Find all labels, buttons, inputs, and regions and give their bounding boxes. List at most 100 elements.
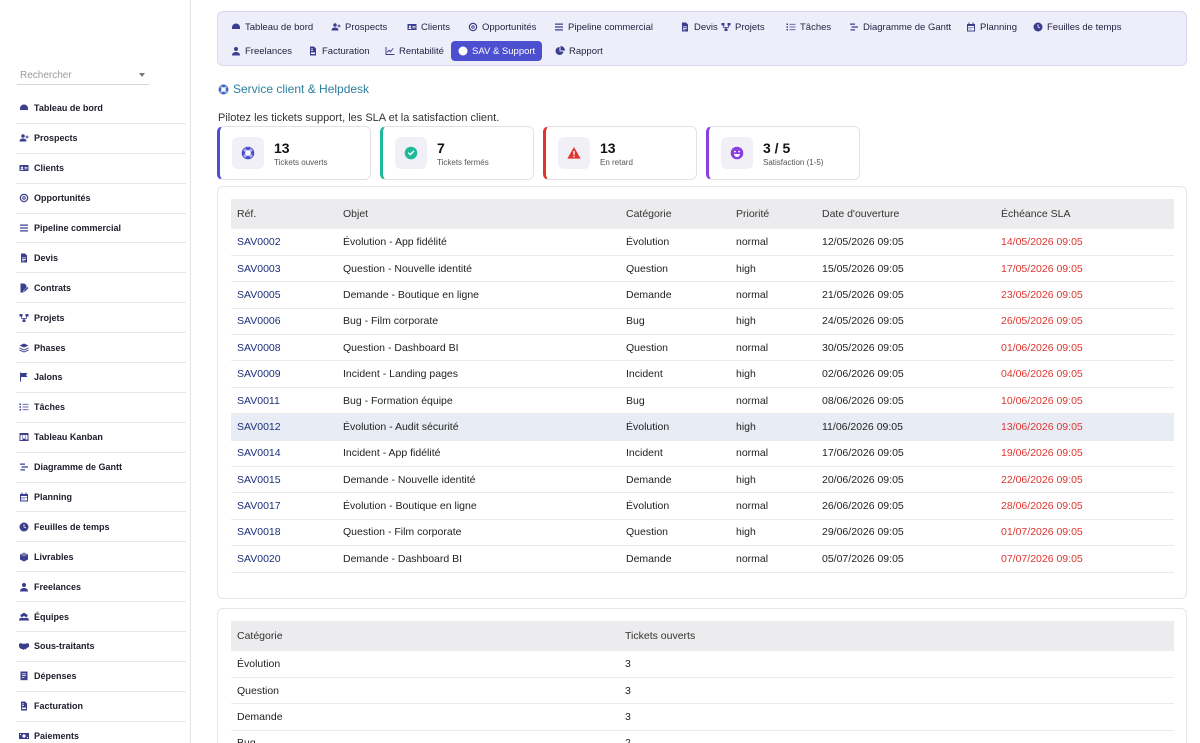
col-echeance-sla[interactable]: Échéance SLA bbox=[995, 199, 1174, 229]
ticket-ref[interactable]: SAV0002 bbox=[231, 229, 337, 256]
table-row[interactable]: SAV0015 Demande - Nouvelle identité Demand… bbox=[231, 466, 1174, 494]
sidebar-item-diagramme-de-gantt[interactable]: Diagramme de Gantt bbox=[16, 453, 186, 483]
sidebar-item-sous-traitants[interactable]: Sous-traitants bbox=[16, 632, 186, 662]
table-row[interactable]: SAV0005 Demande - Boutique en ligne Demand… bbox=[231, 281, 1174, 309]
sidebar-item-jalons[interactable]: Jalons bbox=[16, 363, 186, 393]
ticket-echeance-sla: 22/06/2026 09:05 bbox=[995, 466, 1174, 494]
tab-rentabilite[interactable]: Rentabilité bbox=[378, 41, 451, 61]
table-row[interactable]: SAV0017 Évolution - Boutique en ligne Évol… bbox=[231, 492, 1174, 520]
table-row[interactable]: SAV0011 Bug - Formation équipe Bug normal 08… bbox=[231, 387, 1174, 415]
invoice-icon bbox=[308, 46, 318, 56]
tab-label: Tâches bbox=[800, 21, 832, 33]
tab-label: Devis bbox=[694, 21, 718, 33]
id-card-icon bbox=[407, 22, 417, 32]
sidebar-item-clients[interactable]: Clients bbox=[16, 154, 186, 184]
ticket-priorite: normal bbox=[730, 229, 816, 256]
tab-planning[interactable]: Planning bbox=[959, 17, 1024, 37]
table-row[interactable]: SAV0014 Incident - App fidélité Incident no… bbox=[231, 440, 1174, 468]
ticket-ref[interactable]: SAV0018 bbox=[231, 519, 337, 547]
table-row[interactable]: SAV0002 Évolution - App fidélité Évolution… bbox=[231, 229, 1174, 256]
table-row[interactable]: SAV0008 Question - Dashboard BI Question no… bbox=[231, 334, 1174, 362]
col-objet[interactable]: Objet bbox=[337, 199, 620, 229]
col-ref[interactable]: Réf. bbox=[231, 199, 337, 229]
sidebar-item-projets[interactable]: Projets bbox=[16, 303, 186, 334]
ticket-echeance-sla: 17/05/2026 09:05 bbox=[995, 255, 1174, 283]
table-row[interactable]: SAV0009 Incident - Landing pages Incident h… bbox=[231, 360, 1174, 388]
sidebar-item-depenses[interactable]: Dépenses bbox=[16, 662, 186, 692]
col-categorie[interactable]: Catégorie bbox=[231, 621, 619, 651]
chevron-down-icon bbox=[139, 73, 145, 77]
ticket-ref[interactable]: SAV0017 bbox=[231, 492, 337, 520]
tab-pipeline-commercial[interactable]: Pipeline commercial bbox=[547, 17, 660, 37]
tab-rapport[interactable]: Rapport bbox=[548, 41, 610, 61]
ticket-ref[interactable]: SAV0003 bbox=[231, 255, 337, 283]
sidebar-item-devis[interactable]: Devis bbox=[16, 243, 186, 274]
ticket-ref[interactable]: SAV0006 bbox=[231, 308, 337, 336]
ticket-date-ouverture: 02/06/2026 09:05 bbox=[816, 360, 995, 388]
category-count: 2 bbox=[619, 730, 1174, 743]
sidebar-item-opportunites[interactable]: Opportunités bbox=[16, 184, 186, 214]
tab-devis[interactable]: Devis bbox=[673, 17, 725, 37]
tab-label: Diagramme de Gantt bbox=[863, 21, 952, 33]
col-categorie[interactable]: Catégorie bbox=[620, 199, 730, 229]
sidebar-item-freelances[interactable]: Freelances bbox=[16, 572, 186, 603]
tab-sav-support[interactable]: SAV & Support bbox=[451, 41, 543, 61]
sidebar-item-equipes[interactable]: Équipes bbox=[16, 602, 186, 633]
ticket-date-ouverture: 29/06/2026 09:05 bbox=[816, 519, 995, 547]
ticket-ref[interactable]: SAV0014 bbox=[231, 440, 337, 468]
ticket-ref[interactable]: SAV0009 bbox=[231, 360, 337, 388]
ticket-ref[interactable]: SAV0015 bbox=[231, 466, 337, 494]
ticket-ref[interactable]: SAV0011 bbox=[231, 387, 337, 415]
dashboard-icon bbox=[19, 103, 29, 113]
stat-value: 13 bbox=[274, 139, 290, 156]
tab-tableau-de-bord[interactable]: Tableau de bord bbox=[224, 17, 320, 37]
tab-label: Prospects bbox=[345, 21, 388, 33]
tab-clients[interactable]: Clients bbox=[400, 17, 457, 37]
col-tickets-ouverts[interactable]: Tickets ouverts bbox=[619, 621, 1174, 651]
tab-diagramme-de-gantt[interactable]: Diagramme de Gantt bbox=[842, 17, 958, 37]
sidebar-item-livrables[interactable]: Livrables bbox=[16, 542, 186, 573]
sidebar-item-tableau-kanban[interactable]: Tableau Kanban bbox=[16, 423, 186, 453]
ticket-categorie: Évolution bbox=[620, 492, 730, 520]
table-row: Demande 3 bbox=[231, 703, 1174, 731]
tab-prospects[interactable]: Prospects bbox=[324, 17, 394, 37]
tab-taches[interactable]: Tâches bbox=[779, 17, 838, 37]
sidebar-item-facturation[interactable]: Facturation bbox=[16, 692, 186, 722]
tab-feuilles-de-temps[interactable]: Feuilles de temps bbox=[1026, 17, 1128, 37]
sidebar-item-prospects[interactable]: Prospects bbox=[16, 124, 186, 154]
col-date-ouverture[interactable]: Date d'ouverture bbox=[816, 199, 995, 229]
ticket-ref[interactable]: SAV0008 bbox=[231, 334, 337, 362]
tab-projets[interactable]: Projets bbox=[714, 17, 772, 37]
tab-opportunites[interactable]: Opportunités bbox=[461, 17, 543, 37]
ticket-priorite: high bbox=[730, 255, 816, 283]
sidebar-item-phases[interactable]: Phases bbox=[16, 333, 186, 364]
sidebar-item-contrats[interactable]: Contrats bbox=[16, 273, 186, 304]
target-icon bbox=[468, 22, 478, 32]
ticket-echeance-sla: 01/06/2026 09:05 bbox=[995, 334, 1174, 362]
sidebar-item-label: Freelances bbox=[34, 581, 82, 592]
table-row[interactable]: SAV0003 Question - Nouvelle identité Quest… bbox=[231, 255, 1174, 283]
sidebar-item-pipeline-commercial[interactable]: Pipeline commercial bbox=[16, 214, 186, 244]
sidebar-item-planning[interactable]: Planning bbox=[16, 483, 186, 513]
tab-facturation[interactable]: Facturation bbox=[301, 41, 377, 61]
col-priorite[interactable]: Priorité bbox=[730, 199, 816, 229]
tab-freelances[interactable]: Freelances bbox=[224, 41, 299, 61]
table-row[interactable]: SAV0018 Question - Film corporate Question… bbox=[231, 519, 1174, 547]
sidebar-item-feuilles-de-temps[interactable]: Feuilles de temps bbox=[16, 512, 186, 543]
search-select[interactable]: Rechercher bbox=[17, 66, 149, 85]
ticket-ref[interactable]: SAV0012 bbox=[231, 413, 337, 441]
sidebar-item-paiements[interactable]: Paiements bbox=[16, 722, 186, 743]
table-row[interactable]: SAV0006 Bug - Film corporate Bug high 24/05/… bbox=[231, 308, 1174, 336]
user-plus-icon bbox=[19, 133, 29, 143]
table-row[interactable]: SAV0012 Évolution - Audit sécurité Évoluti… bbox=[231, 413, 1174, 441]
sidebar-item-tableau-de-bord[interactable]: Tableau de bord bbox=[16, 94, 186, 124]
ticket-ref[interactable]: SAV0020 bbox=[231, 545, 337, 573]
stat-label: Tickets fermés bbox=[437, 157, 489, 167]
table-row[interactable]: SAV0020 Demande - Dashboard BI Demande norm… bbox=[231, 545, 1174, 573]
ticket-ref[interactable]: SAV0005 bbox=[231, 281, 337, 309]
stat-card-satisfaction-1-5: 3 / 5 Satisfaction (1-5) bbox=[706, 126, 860, 180]
sidebar-item-taches[interactable]: Tâches bbox=[16, 393, 186, 423]
ticket-priorite: normal bbox=[730, 440, 816, 468]
ticket-categorie: Demande bbox=[620, 466, 730, 494]
ticket-date-ouverture: 24/05/2026 09:05 bbox=[816, 308, 995, 336]
